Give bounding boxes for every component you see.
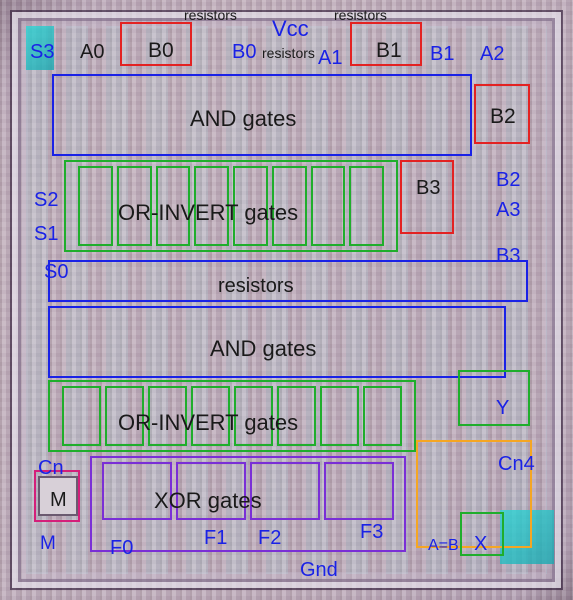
label-resistors-top-right: resistors bbox=[334, 8, 387, 22]
label-A2: A2 bbox=[480, 44, 504, 64]
label-S2: S2 bbox=[34, 190, 58, 210]
label-B0r: B0 bbox=[148, 40, 174, 61]
label-B1b: B1 bbox=[430, 44, 454, 64]
orinv1-seg bbox=[311, 166, 346, 246]
die-photo-annotated: resistorsresistorsVccS3A0B0B0resistorsA1… bbox=[0, 0, 573, 600]
xor-seg bbox=[324, 462, 394, 520]
label-A3: A3 bbox=[496, 200, 520, 220]
label-B3r: B3 bbox=[416, 178, 440, 198]
label-B1r: B1 bbox=[376, 40, 402, 61]
label-Gnd: Gnd bbox=[300, 560, 338, 580]
label-B0b: B0 bbox=[232, 42, 256, 62]
label-B2r: B2 bbox=[490, 106, 516, 127]
orinv1-seg bbox=[78, 166, 113, 246]
label-S3: S3 bbox=[30, 42, 54, 62]
label-orinv-2: OR-INVERT gates bbox=[118, 412, 298, 434]
label-B3b: B3 bbox=[496, 246, 520, 266]
label-A0: A0 bbox=[80, 42, 104, 62]
label-resistors-band: resistors bbox=[218, 276, 294, 296]
label-F0: F0 bbox=[110, 538, 133, 558]
label-A1: A1 bbox=[318, 48, 342, 68]
label-F1: F1 bbox=[204, 528, 227, 548]
label-resistors-mid-top: resistors bbox=[262, 46, 315, 60]
label-F2: F2 bbox=[258, 528, 281, 548]
label-and-gates-2: AND gates bbox=[210, 338, 316, 360]
label-xor-gates: XOR gates bbox=[154, 490, 262, 512]
label-vcc: Vcc bbox=[272, 18, 309, 40]
overlay-Y-box bbox=[458, 370, 530, 426]
label-orinv-1: OR-INVERT gates bbox=[118, 202, 298, 224]
label-F3: F3 bbox=[360, 522, 383, 542]
label-Cn: Cn bbox=[38, 458, 64, 478]
orinv2-seg bbox=[363, 386, 402, 446]
label-Y: Y bbox=[496, 398, 509, 418]
orinv1-seg bbox=[349, 166, 384, 246]
label-Mlbl: M bbox=[40, 534, 56, 553]
label-Mpad: M bbox=[50, 490, 67, 510]
orinv2-seg bbox=[62, 386, 101, 446]
label-S0: S0 bbox=[44, 262, 68, 282]
label-AeqB: A=B bbox=[428, 538, 459, 554]
label-and-gates-1: AND gates bbox=[190, 108, 296, 130]
label-resistors-top-left: resistors bbox=[184, 8, 237, 22]
label-X: X bbox=[474, 534, 487, 554]
label-B2b: B2 bbox=[496, 170, 520, 190]
label-Cn4: Cn4 bbox=[498, 454, 535, 474]
label-S1: S1 bbox=[34, 224, 58, 244]
orinv2-seg bbox=[320, 386, 359, 446]
